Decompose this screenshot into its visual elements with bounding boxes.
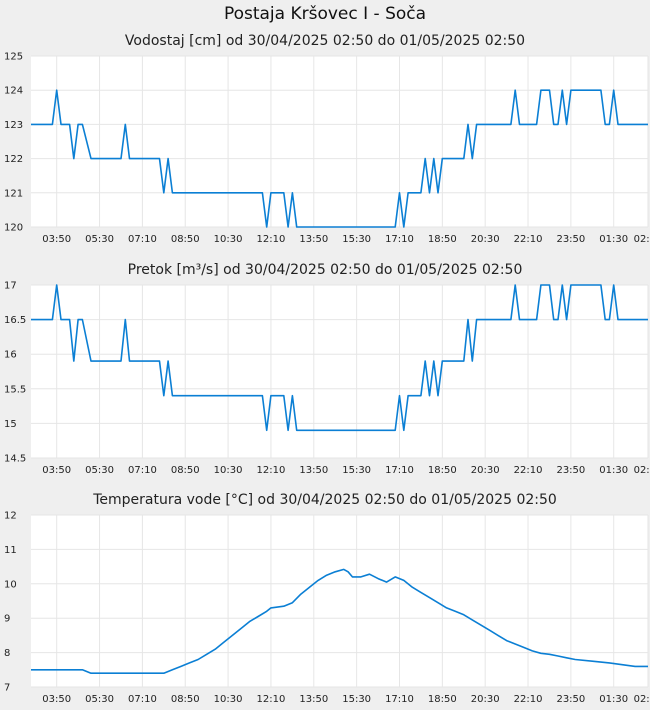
y-tick-label: 12 — [4, 511, 17, 522]
x-tick-label: 02:50 — [634, 234, 650, 245]
x-tick-label: 12:10 — [257, 694, 286, 705]
x-tick-label: 23:50 — [556, 234, 585, 245]
x-tick-label: 03:50 — [42, 694, 71, 705]
chart-title: Pretok [m³/s] od 30/04/2025 02:50 do 01/… — [128, 262, 523, 278]
page-title: Postaja Kršovec I - Soča — [223, 4, 427, 24]
x-tick-label: 15:30 — [342, 234, 371, 245]
y-tick-label: 15 — [4, 419, 17, 430]
x-tick-label: 08:50 — [171, 234, 200, 245]
x-tick-label: 18:50 — [428, 465, 457, 476]
x-tick-label: 10:30 — [214, 694, 243, 705]
x-tick-label: 05:30 — [85, 465, 114, 476]
chart-title: Vodostaj [cm] od 30/04/2025 02:50 do 01/… — [125, 33, 525, 49]
x-tick-label: 17:10 — [385, 465, 414, 476]
x-tick-label: 02:50 — [634, 694, 650, 705]
x-tick-label: 20:30 — [471, 465, 500, 476]
x-tick-label: 22:10 — [514, 694, 543, 705]
chart-title: Temperatura vode [°C] od 30/04/2025 02:5… — [92, 492, 557, 508]
plot-area — [31, 56, 648, 227]
y-tick-label: 10 — [4, 579, 17, 590]
x-tick-label: 15:30 — [342, 465, 371, 476]
x-tick-label: 12:10 — [257, 465, 286, 476]
x-tick-label: 17:10 — [385, 234, 414, 245]
x-tick-label: 01:30 — [599, 465, 628, 476]
x-tick-label: 23:50 — [556, 465, 585, 476]
temperatura-chart: 7 8 9 10 11 12 03:50 05:30 07:10 08:50 10:30 12:10 1… — [4, 492, 650, 705]
y-tick-label: 121 — [4, 188, 23, 199]
x-tick-label: 07:10 — [128, 694, 157, 705]
x-tick-label: 22:10 — [514, 465, 543, 476]
y-tick-label: 16 — [4, 350, 17, 361]
x-tick-label: 23:50 — [556, 694, 585, 705]
y-tick-label: 125 — [4, 52, 23, 63]
y-tick-label: 9 — [4, 614, 10, 625]
x-tick-label: 07:10 — [128, 465, 157, 476]
x-tick-label: 03:50 — [42, 234, 71, 245]
pretok-chart: 14.5 15 15.5 16 16.5 17 03:50 05:30 07:10 08:50 10… — [4, 262, 650, 476]
x-tick-label: 10:30 — [214, 465, 243, 476]
x-tick-label: 03:50 — [42, 465, 71, 476]
x-tick-label: 22:10 — [514, 234, 543, 245]
y-tick-label: 14.5 — [4, 454, 26, 465]
y-tick-label: 120 — [4, 223, 23, 234]
x-tick-label: 02:50 — [634, 465, 650, 476]
series-line — [31, 568, 648, 675]
vodostaj-chart: 120 121 122 123 124 125 03:50 05:30 07:10 08:50 10… — [4, 33, 650, 245]
x-tick-label: 10:30 — [214, 234, 243, 245]
x-tick-label: 18:50 — [428, 234, 457, 245]
x-tick-label: 13:50 — [299, 465, 328, 476]
x-tick-label: 05:30 — [85, 694, 114, 705]
x-tick-label: 17:10 — [385, 694, 414, 705]
x-tick-label: 08:50 — [171, 694, 200, 705]
y-tick-label: 7 — [4, 683, 10, 694]
x-tick-label: 01:30 — [599, 694, 628, 705]
plot-area — [31, 285, 648, 458]
y-tick-label: 17 — [4, 281, 17, 292]
x-tick-label: 12:10 — [257, 234, 286, 245]
x-tick-label: 13:50 — [299, 694, 328, 705]
x-tick-label: 18:50 — [428, 694, 457, 705]
x-tick-label: 07:10 — [128, 234, 157, 245]
x-tick-label: 01:30 — [599, 234, 628, 245]
x-tick-label: 13:50 — [299, 234, 328, 245]
series-line — [31, 284, 648, 432]
x-tick-label: 08:50 — [171, 465, 200, 476]
x-tick-label: 05:30 — [85, 234, 114, 245]
y-tick-label: 15.5 — [4, 384, 26, 395]
x-tick-label: 20:30 — [471, 234, 500, 245]
x-tick-label: 15:30 — [342, 694, 371, 705]
plot-area — [31, 515, 648, 687]
series-line — [31, 89, 648, 228]
y-tick-label: 11 — [4, 545, 17, 556]
x-tick-label: 20:30 — [471, 694, 500, 705]
y-tick-label: 124 — [4, 86, 23, 97]
y-tick-label: 123 — [4, 120, 23, 131]
y-tick-label: 8 — [4, 648, 10, 659]
y-tick-label: 16.5 — [4, 315, 26, 326]
y-tick-label: 122 — [4, 154, 23, 165]
